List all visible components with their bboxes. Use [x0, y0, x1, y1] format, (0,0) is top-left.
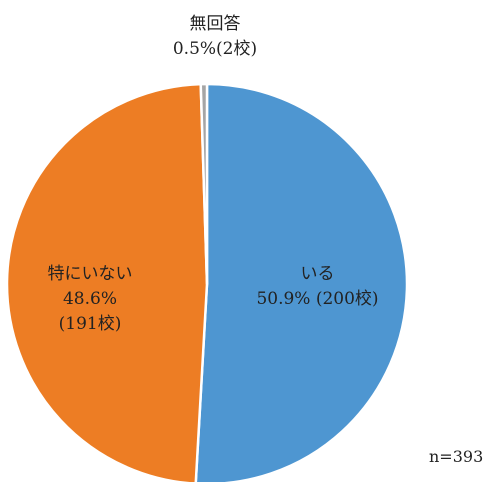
label-no-answer-value: 0.5%(2校)	[172, 39, 258, 59]
label-none-in-particular: 特にいない 48.6% (191校)	[10, 262, 170, 337]
label-no-answer: 無回答 0.5%(2校)	[160, 12, 270, 62]
sample-size-note: n=393	[429, 447, 484, 466]
label-yes-name: いる	[300, 264, 335, 284]
slice-none-in-particular	[5, 82, 209, 482]
label-yes-value: 50.9% (200校)	[256, 289, 379, 309]
label-none-in-particular-name: 特にいない	[47, 264, 133, 284]
slice-no-answer	[199, 82, 209, 286]
label-none-in-particular-percent: 48.6%	[62, 289, 117, 309]
label-yes: いる 50.9% (200校)	[225, 262, 410, 312]
slice-yes	[194, 82, 409, 482]
label-no-answer-name: 無回答	[189, 14, 241, 34]
label-none-in-particular-count: (191校)	[58, 314, 122, 334]
